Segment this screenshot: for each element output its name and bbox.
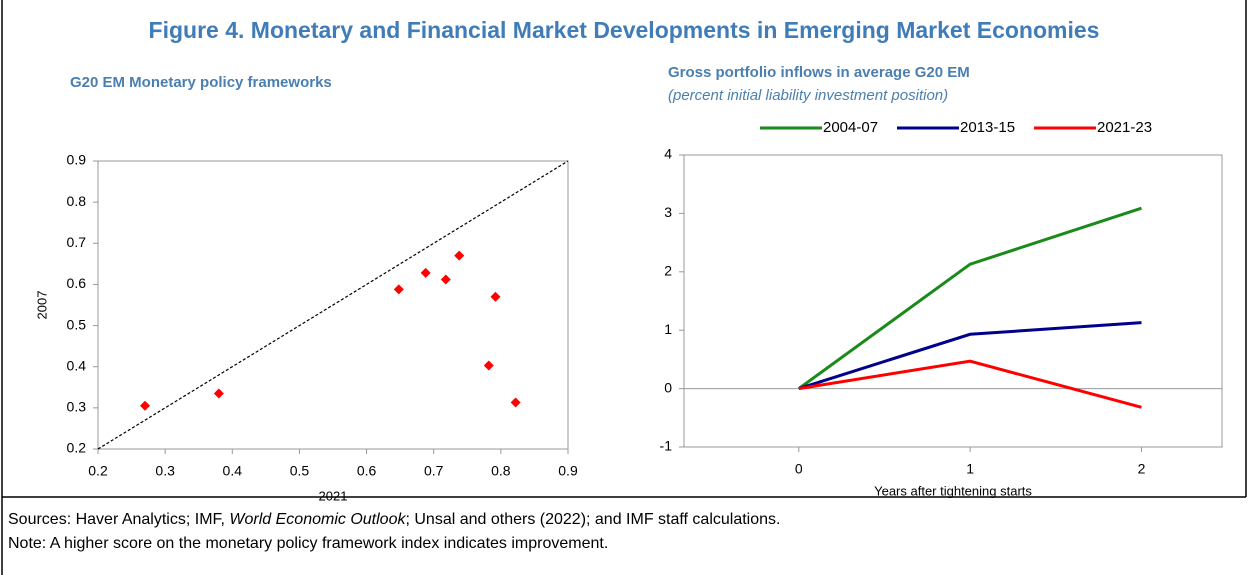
diagonal-line xyxy=(97,160,569,450)
x-tick-label: 0.2 xyxy=(88,463,108,479)
chart-title: Gross portfolio inflows in average G20 E… xyxy=(668,64,970,81)
y-tick-label: 0.7 xyxy=(67,234,87,250)
plot-area xyxy=(97,160,569,450)
x-tick-label: 0.5 xyxy=(290,463,310,479)
series-line xyxy=(798,321,1142,391)
y-tick-label: -1 xyxy=(660,438,673,454)
sources-text: Sources: Haver Analytics; IMF, xyxy=(8,511,229,528)
x-tick-label: 0 xyxy=(795,461,803,477)
series-line xyxy=(797,206,1142,390)
y-tick-label: 0.6 xyxy=(67,275,87,291)
x-axis-label: 2021 xyxy=(319,488,348,503)
y-axis-label: 2007 xyxy=(34,291,49,320)
sources-text: World Economic Outlook xyxy=(229,511,406,528)
x-tick-label: 0.7 xyxy=(424,463,444,479)
x-tick-label: 2 xyxy=(1138,461,1146,477)
y-tick-label: 0 xyxy=(664,379,672,395)
point xyxy=(440,274,451,285)
y-tick-label: 0.8 xyxy=(67,193,87,209)
y-tick-label: 2 xyxy=(664,263,672,279)
point xyxy=(393,284,404,295)
sources: Sources: Haver Analytics; IMF, World Eco… xyxy=(8,511,780,528)
x-tick-label: 0.3 xyxy=(155,463,175,479)
y-tick-label: 1 xyxy=(664,321,672,337)
note: Note: A higher score on the monetary pol… xyxy=(8,535,608,552)
x-tick-label: 0.8 xyxy=(491,463,511,479)
y-tick-label: 4 xyxy=(664,146,672,162)
y-tick-label: 0.3 xyxy=(67,399,87,415)
series-line xyxy=(798,359,1142,409)
y-tick-label: 0.2 xyxy=(67,440,87,456)
point xyxy=(420,267,431,278)
y-tick-label: 3 xyxy=(664,204,672,220)
x-tick-label: 1 xyxy=(966,461,974,477)
sources-text: ; Unsal and others (2022); and IMF staff… xyxy=(405,511,780,528)
chart-title: G20 EM Monetary policy frameworks xyxy=(70,74,332,91)
y-tick-label: 0.4 xyxy=(67,357,87,373)
point xyxy=(454,250,465,261)
point xyxy=(213,388,224,399)
point xyxy=(483,360,494,371)
x-tick-label: 0.6 xyxy=(357,463,377,479)
x-tick-label: 0.4 xyxy=(223,463,243,479)
y-tick-label: 0.9 xyxy=(67,152,87,168)
point xyxy=(510,397,521,408)
legend-label: 2021-23 xyxy=(1097,119,1152,136)
legend-label: 2004-07 xyxy=(823,119,878,136)
chart-subtitle: (percent initial liability investment po… xyxy=(668,87,948,104)
y-tick-label: 0.5 xyxy=(67,316,87,332)
figure-title: Figure 4. Monetary and Financial Market … xyxy=(149,17,1100,43)
point xyxy=(140,400,150,411)
point xyxy=(490,291,501,302)
x-axis-label: Years after tightening starts xyxy=(874,483,1032,498)
x-tick-label: 0.9 xyxy=(558,463,578,479)
legend-label: 2013-15 xyxy=(960,119,1015,136)
plot-area xyxy=(683,154,1223,448)
